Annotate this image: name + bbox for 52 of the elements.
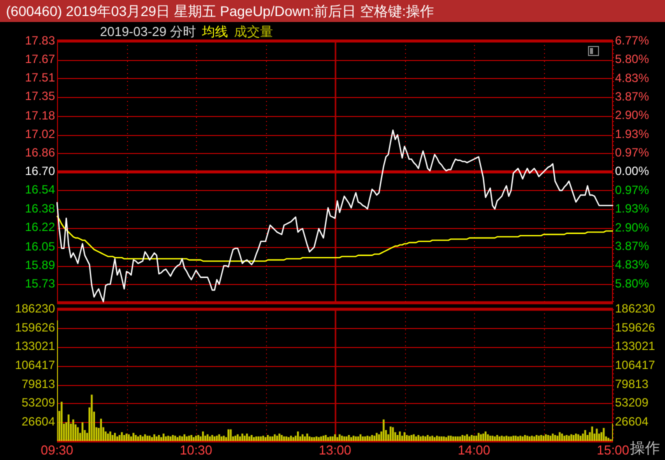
y2-tick-label: 5.80% [615, 52, 650, 66]
y2-tick-label: 106417 [615, 358, 656, 372]
y-tick-label: 17.02 [24, 127, 56, 142]
y2-tick-label: 5.80% [615, 276, 650, 290]
x-tick-label: 15:00 [596, 442, 630, 458]
y-tick-label: 79813 [22, 376, 56, 391]
y2-tick-label: 2.90% [615, 220, 650, 234]
y-tick-label: 17.67 [24, 52, 56, 66]
x-tick-label: 10:30 [180, 442, 212, 458]
y-tick-label: 26604 [22, 414, 56, 428]
y-tick-label: 16.22 [24, 220, 56, 234]
y-tick-label: 16.54 [24, 182, 56, 197]
y2-tick-label: 53209 [615, 396, 649, 410]
y2-tick-label: 4.83% [615, 258, 650, 272]
x-tick-label: 09:30 [40, 442, 74, 458]
y-tick-label: 15.73 [24, 276, 56, 291]
y2-tick-label: 159626 [615, 320, 656, 334]
y2-tick-label: 26604 [615, 414, 649, 428]
y2-tick-label: 186230 [615, 302, 656, 316]
y2-tick-label: 1.93% [615, 126, 650, 141]
y-tick-label: 16.05 [24, 240, 56, 254]
y-tick-label: 53209 [22, 396, 56, 410]
y2-tick-label: 6.77% [615, 33, 650, 48]
y-tick-label: 16.70 [24, 164, 56, 178]
y-tick-label: 17.18 [24, 108, 56, 123]
y-tick-label: 17.35 [24, 88, 56, 103]
y2-tick-label: 3.87% [615, 89, 650, 104]
y2-tick-label: 4.83% [615, 70, 650, 85]
y-tick-label: 15.89 [24, 258, 56, 272]
y2-tick-label: 0.00% [615, 164, 650, 178]
text: 成交量 [234, 24, 274, 39]
y2-tick-label: 1.93% [615, 202, 650, 216]
y-tick-label: 186230 [14, 302, 56, 316]
y-tick-label: 16.38 [24, 201, 56, 216]
x-tick-label: 14:00 [458, 442, 490, 458]
y-tick-label: 159626 [14, 320, 56, 334]
chart-title: (600460) 2019年03月29日 星期五 PageUp/Down:前后日 空格键:操作 [0, 0, 665, 22]
y2-tick-label: 0.97% [615, 182, 650, 197]
y2-tick-label: 3.87% [615, 239, 650, 254]
y2-tick-label: 133021 [615, 339, 656, 354]
y2-tick-label: 0.97% [615, 145, 650, 160]
y-tick-label: 17.83 [24, 33, 56, 48]
y2-tick-label: 79813 [615, 376, 649, 391]
y-tick-label: 17.51 [24, 70, 56, 84]
text: 均线 [202, 24, 228, 39]
x-tick-label: 13:00 [318, 442, 352, 458]
text: 操作 [630, 439, 660, 458]
y2-tick-label: 2.90% [615, 108, 650, 122]
y-tick-label: 106417 [14, 358, 56, 372]
chart-subtitle: 2019-03-29 分时 [100, 24, 196, 39]
y-tick-label: 133021 [14, 339, 56, 354]
y-tick-label: 16.86 [24, 146, 56, 160]
